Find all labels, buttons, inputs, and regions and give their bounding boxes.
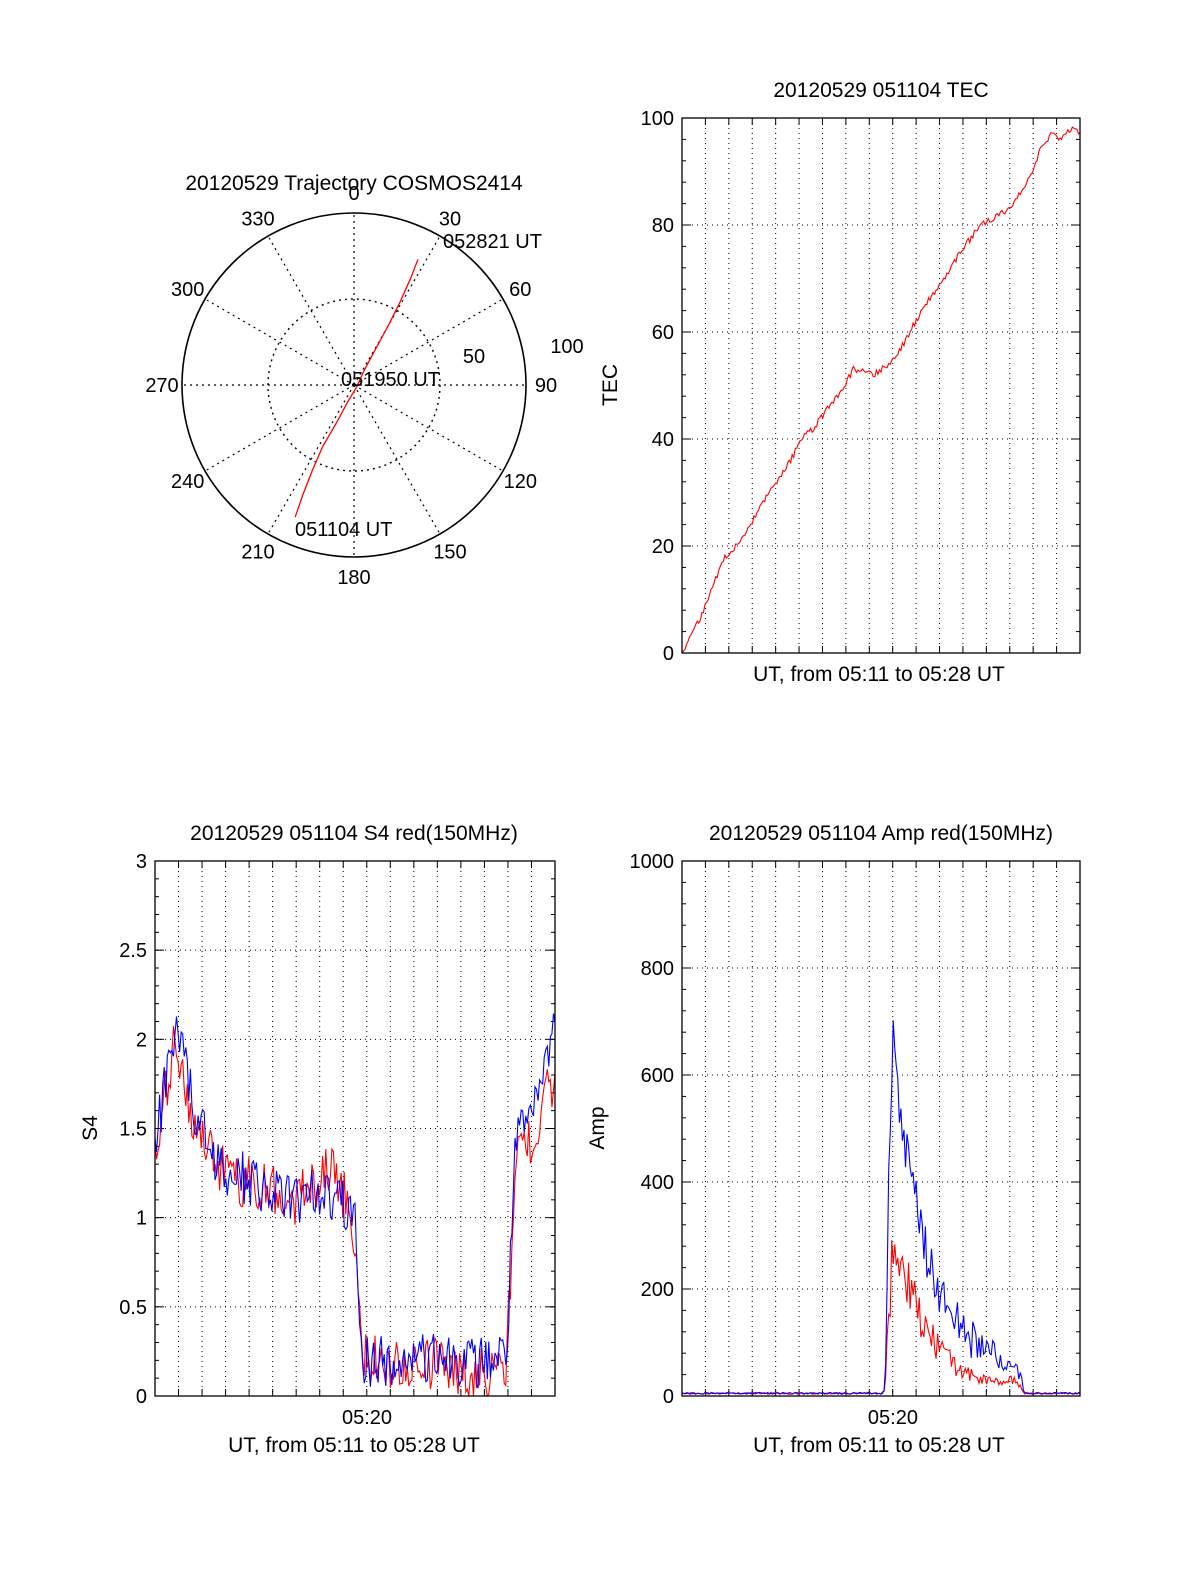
tec-y-axis-label: TEC (599, 364, 622, 406)
polar-angle-label-120: 120 (504, 471, 537, 493)
plot-frame (681, 860, 1081, 1397)
polar-angle-labels: 0 30 60 90 120 150 180 210 240 270 300 330 (145, 183, 557, 589)
x-tick-label: 05:20 (342, 1407, 392, 1429)
y-tick-label: 20 (652, 536, 674, 558)
y-tick-label: 0 (663, 1386, 674, 1408)
y-tick-label: 1000 (630, 851, 675, 873)
y-tick-label: 600 (641, 1065, 674, 1087)
polar-angle-label-330: 330 (241, 209, 274, 231)
polar-outer-ring (181, 212, 527, 558)
polar-angle-label-60: 60 (509, 279, 531, 301)
series-line-0 (681, 1240, 1081, 1395)
polar-spoke-300 (204, 298, 355, 386)
s4-x-axis-label: UT, from 05:11 to 05:28 UT (228, 1434, 480, 1457)
y-tick-label: 0.5 (119, 1297, 147, 1319)
polar-angle-label-240: 240 (171, 471, 204, 493)
y-tick-label: 3 (136, 851, 147, 873)
amp-chart: 20120529 051104 Amp red(150MHz) UT, from… (586, 822, 1081, 1457)
polar-angle-label-270: 270 (145, 375, 178, 397)
y-tick-label: 2 (136, 1029, 147, 1051)
amp-y-axis-label: Amp (586, 1106, 609, 1149)
polar-trajectory-chart: 20120529 Trajectory COSMOS2414 0 30 60 90 12… (145, 172, 583, 589)
polar-spoke-210 (267, 384, 355, 535)
series-line-1 (681, 1020, 1081, 1395)
plot-frame (154, 860, 556, 1397)
polar-spoke-60 (353, 298, 504, 386)
y-tick-label: 1.5 (119, 1119, 147, 1141)
y-tick-label: 80 (652, 215, 674, 237)
y-tick-label: 100 (641, 108, 674, 130)
plot-frame (681, 117, 1081, 654)
y-tick-label: 400 (641, 1172, 674, 1194)
polar-spoke-120 (353, 384, 504, 472)
amp-chart-title: 20120529 051104 Amp red(150MHz) (709, 822, 1053, 845)
y-tick-label: 0 (136, 1386, 147, 1408)
polar-angle-label-180: 180 (337, 567, 370, 589)
y-tick-label: 40 (652, 429, 674, 451)
s4-chart-title: 20120529 051104 S4 red(150MHz) (190, 822, 518, 845)
polar-angle-label-150: 150 (433, 541, 466, 563)
polar-angle-label-300: 300 (171, 279, 204, 301)
trajectory-mid-label: 051950 UT (341, 369, 440, 391)
y-tick-label: 60 (652, 322, 674, 344)
polar-spokes (182, 213, 526, 557)
tec-x-axis-label: UT, from 05:11 to 05:28 UT (753, 663, 1005, 686)
polar-angle-label-90: 90 (535, 375, 557, 397)
trajectory-start-label: 051104 UT (295, 519, 392, 541)
polar-angle-label-0: 0 (348, 183, 359, 205)
y-tick-label: 0 (663, 643, 674, 665)
polar-trajectory-line (294, 259, 419, 518)
amp-x-axis-label: UT, from 05:11 to 05:28 UT (753, 1434, 1005, 1457)
trajectory-end-label: 052821 UT (443, 231, 542, 253)
y-tick-label: 200 (641, 1279, 674, 1301)
y-tick-label: 2.5 (119, 940, 147, 962)
polar-radial-tick-50: 50 (463, 346, 485, 368)
x-tick-label: 05:20 (868, 1407, 918, 1429)
polar-chart-title: 20120529 Trajectory COSMOS2414 (185, 172, 523, 195)
s4-chart: 20120529 051104 S4 red(150MHz) UT, from … (79, 822, 556, 1457)
series-line-1 (154, 1013, 556, 1389)
y-tick-label: 1 (136, 1208, 147, 1230)
s4-y-axis-label: S4 (79, 1115, 102, 1141)
polar-radial-tick-100: 100 (550, 336, 583, 358)
polar-angle-label-210: 210 (241, 541, 274, 563)
series-line-0 (681, 126, 1081, 654)
polar-angle-label-30: 30 (439, 209, 461, 231)
tec-chart-title: 20120529 051104 TEC (773, 79, 988, 102)
polar-spoke-240 (204, 384, 355, 472)
tec-chart: 20120529 051104 TEC UT, from 05:11 to 05… (599, 79, 1081, 686)
polar-spoke-330 (267, 235, 355, 386)
polar-spoke-150 (353, 384, 441, 535)
y-tick-label: 800 (641, 958, 674, 980)
polar-spoke-30 (353, 235, 441, 386)
